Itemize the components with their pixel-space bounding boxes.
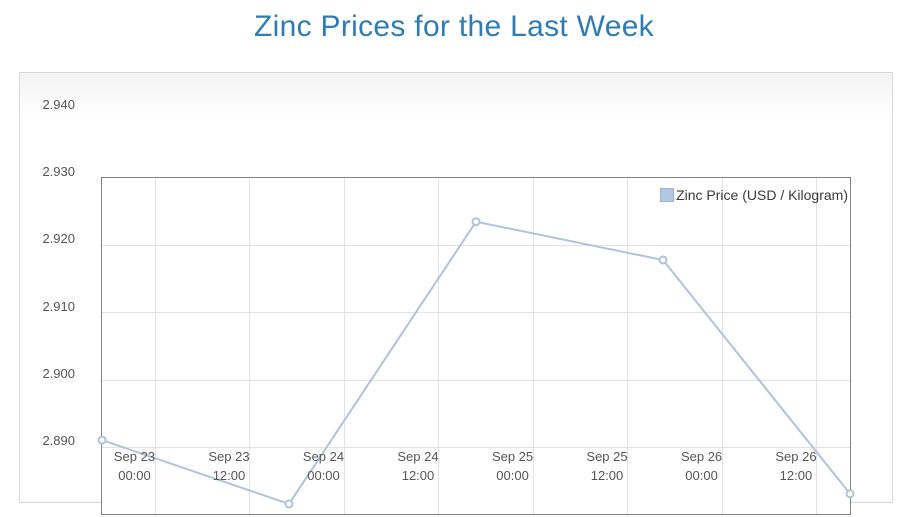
legend-swatch-icon [660, 188, 675, 202]
y-tick-label: 2.890 [42, 433, 75, 448]
data-point-marker[interactable] [97, 435, 107, 445]
plot-area[interactable]: Zinc Price (USD / Kilogram) [97, 177, 855, 515]
x-tick-label: Sep 26 12:00 [775, 449, 817, 483]
legend-item[interactable]: Zinc Price (USD / Kilogram) [660, 187, 848, 203]
y-tick-label: 2.930 [42, 164, 75, 180]
x-tick-label: Sep 24 12:00 [397, 449, 439, 483]
y-tick-label: 2.940 [42, 97, 75, 112]
y-tick-label: 2.910 [42, 298, 75, 314]
data-point-marker[interactable] [284, 499, 294, 509]
x-tick-label: Sep 25 12:00 [586, 449, 628, 483]
data-point-marker[interactable] [658, 255, 668, 265]
x-tick-label: Sep 25 00:00 [491, 449, 534, 483]
page-title: Zinc Prices for the Last Week [254, 10, 654, 43]
y-tick-label: 2.900 [42, 365, 75, 381]
x-tick-label: Sep 26 00:00 [680, 449, 723, 483]
data-point-marker[interactable] [845, 489, 855, 499]
y-tick-label: 2.920 [42, 231, 75, 247]
data-point-marker[interactable] [471, 217, 481, 227]
x-tick-label: Sep 23 12:00 [208, 449, 250, 483]
x-tick-label: Sep 24 00:00 [302, 449, 345, 483]
x-tick-label: Sep 23 00:00 [113, 449, 156, 483]
chart-canvas[interactable] [97, 178, 855, 514]
chart-card: Zinc Price (USD / Kilogram) [19, 72, 893, 515]
legend-label: Zinc Price (USD / Kilogram) [676, 187, 848, 203]
